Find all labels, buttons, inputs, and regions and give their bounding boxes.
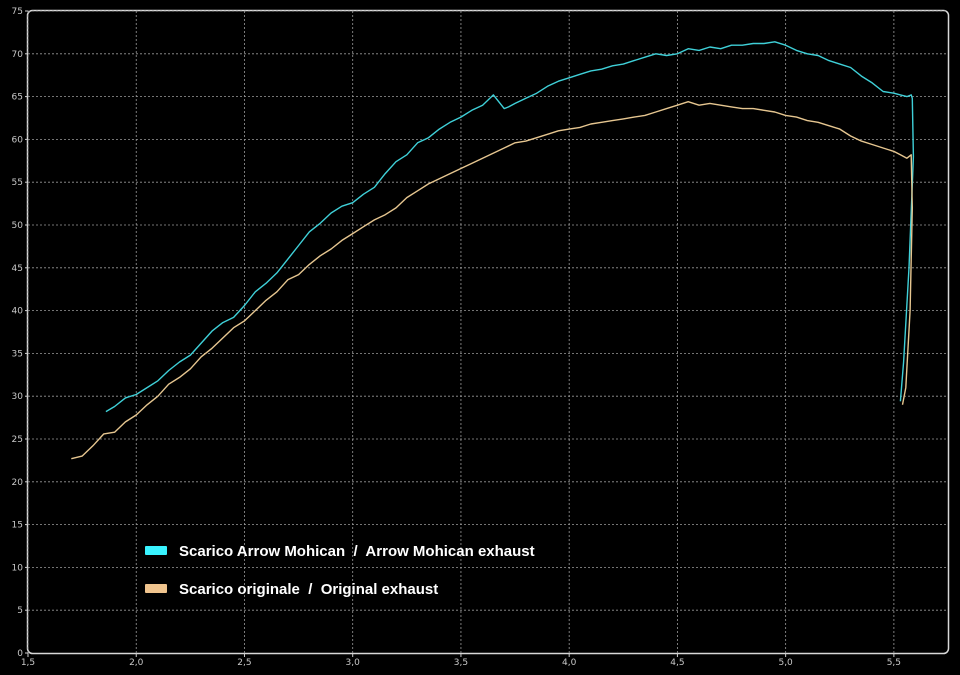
legend-swatch-arrow xyxy=(145,546,167,555)
grid-lines xyxy=(27,10,948,653)
y-tick-label: 75 xyxy=(12,7,23,17)
x-tick-label: 3,5 xyxy=(454,658,468,668)
legend-swatch-original xyxy=(145,584,167,593)
x-axis-ticks: 1,5 2,0 2,5 3,0 3,5 4,0 4,5 5,0 5,5 xyxy=(21,653,901,668)
plot-frame xyxy=(26,9,950,655)
x-tick-label: 5,0 xyxy=(778,658,793,668)
x-tick-label: 2,0 xyxy=(129,658,144,668)
series-line-original xyxy=(71,100,913,460)
x-tick-label: 4,0 xyxy=(562,658,577,668)
x-tick-label: 1,5 xyxy=(21,658,35,668)
y-tick-label: 15 xyxy=(12,521,23,531)
y-tick-label: 10 xyxy=(12,563,24,573)
series-line-arrow-mohican xyxy=(105,41,915,413)
y-axis-ticks: 0 5 10 15 20 25 30 35 40 45 50 55 60 65 70 75 xyxy=(12,7,28,659)
y-tick-label: 70 xyxy=(12,50,24,60)
y-tick-label: 0 xyxy=(17,649,23,659)
y-tick-label: 25 xyxy=(12,435,23,445)
y-tick-label: 40 xyxy=(12,307,24,317)
y-tick-label: 5 xyxy=(17,606,23,616)
y-tick-label: 60 xyxy=(12,135,24,145)
y-tick-label: 35 xyxy=(12,349,23,359)
y-tick-label: 65 xyxy=(12,93,23,103)
legend: Scarico Arrow Mohican / Arrow Mohican ex… xyxy=(145,543,535,598)
x-tick-label: 4,5 xyxy=(670,658,684,668)
y-tick-label: 20 xyxy=(12,478,24,488)
legend-label-original: Scarico originale / Original exhaust xyxy=(179,581,438,598)
series-lines xyxy=(71,41,915,460)
y-tick-label: 55 xyxy=(12,178,23,188)
legend-item-original: Scarico originale / Original exhaust xyxy=(145,581,438,598)
x-tick-label: 5,5 xyxy=(887,658,901,668)
legend-label-arrow: Scarico Arrow Mohican / Arrow Mohican ex… xyxy=(179,543,535,560)
y-tick-label: 50 xyxy=(12,221,24,231)
y-tick-label: 45 xyxy=(12,264,23,274)
x-tick-label: 3,0 xyxy=(346,658,361,668)
x-tick-label: 2,5 xyxy=(237,658,251,668)
y-tick-label: 30 xyxy=(12,392,24,402)
legend-item-arrow: Scarico Arrow Mohican / Arrow Mohican ex… xyxy=(145,543,535,560)
